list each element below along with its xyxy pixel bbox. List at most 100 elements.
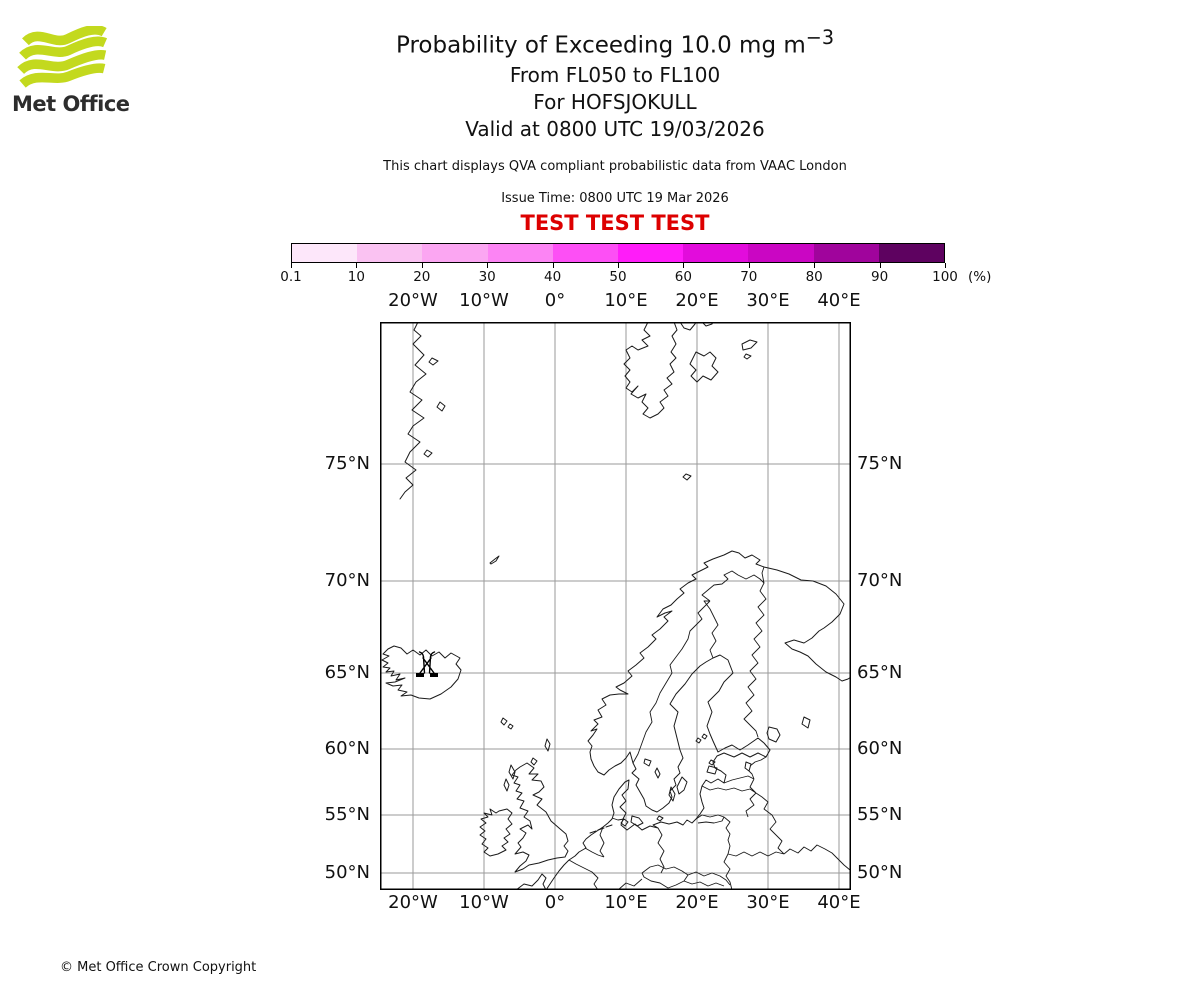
- map-background: [380, 322, 851, 890]
- lon-label-bottom: 30°E: [746, 892, 790, 913]
- colorbar-tick-label: 90: [871, 269, 889, 285]
- coast-baltic: [545, 654, 771, 891]
- lat-label-left: 70°N: [324, 570, 370, 591]
- colorbar-segment: [292, 244, 358, 262]
- lon-label-bottom: 10°E: [604, 892, 648, 913]
- colorbar-tick-label: 40: [544, 269, 562, 285]
- subtitle-flight-levels: From FL050 to FL100: [509, 63, 721, 87]
- colorbar-tick-label: 50: [609, 269, 627, 285]
- border-belarus-ukraine-russia: [723, 792, 851, 891]
- colorbar-ticks: [291, 263, 946, 269]
- qva-compliance-note: This chart displays QVA compliant probab…: [383, 159, 847, 174]
- coast-kong-karls-land: [741, 339, 758, 360]
- lon-label-bottom: 20°E: [675, 892, 719, 913]
- lat-label-left: 55°N: [324, 804, 370, 825]
- lat-label-right: 60°N: [857, 738, 903, 759]
- lon-label-bottom: 40°E: [817, 892, 861, 913]
- coast-iceland: [381, 645, 462, 700]
- lon-label-bottom: 10°W: [459, 892, 509, 913]
- europe-map: [380, 321, 852, 891]
- lat-label-left: 65°N: [324, 662, 370, 683]
- colorbar-tick: [683, 263, 685, 268]
- border-norway-sweden: [632, 600, 711, 764]
- colorbar-tick-label: 30: [478, 269, 496, 285]
- coast-svalbard: [623, 321, 678, 419]
- latitude-labels-right: 75°N 70°N 65°N 60°N 55°N 50°N: [857, 322, 969, 890]
- subtitle-valid-time: Valid at 0800 UTC 19/03/2026: [465, 117, 765, 141]
- test-banner: TEST TEST TEST: [520, 211, 710, 235]
- lon-label-top: 20°E: [675, 290, 719, 311]
- border-western-europe: [568, 817, 625, 891]
- colorbar-tick: [618, 263, 619, 268]
- border-poland-germany-czech: [617, 827, 731, 891]
- probability-colorbar: [291, 243, 945, 263]
- met-office-logo-text: Met Office: [12, 92, 130, 116]
- longitude-labels-top: 20°W 10°W 0° 10°E 20°E 30°E 40°E: [380, 290, 861, 314]
- lon-label-top: 40°E: [817, 290, 861, 311]
- borders-group: [568, 566, 851, 891]
- page-title: Probability of Exceeding 10.0 mg m−3: [230, 26, 1000, 59]
- title-exponent: −3: [805, 26, 835, 49]
- lon-label-top: 20°W: [388, 290, 438, 311]
- colorbar-tick: [356, 263, 358, 268]
- coast-bear-island: [682, 473, 692, 481]
- colorbar-tick-label: 80: [805, 269, 823, 285]
- colorbar-tick-label: 0.1: [280, 269, 302, 285]
- colorbar-segment: [748, 244, 814, 262]
- colorbar-segment: [878, 244, 945, 262]
- lon-label-bottom: 20°W: [388, 892, 438, 913]
- colorbar-tick: [487, 263, 489, 268]
- met-office-logo-icon: [17, 26, 108, 88]
- colorbar-segment: [618, 244, 684, 262]
- title-text: Probability of Exceeding 10.0 mg m: [395, 32, 806, 59]
- lat-label-right: 50°N: [857, 862, 903, 883]
- map-frame: [380, 322, 851, 890]
- lon-label-top: 0°: [544, 290, 566, 311]
- lat-label-right: 75°N: [857, 453, 903, 474]
- lon-label-bottom: 0°: [544, 892, 566, 913]
- colorbar-tick: [421, 263, 423, 268]
- latitude-labels-left: 75°N 70°N 65°N 60°N 55°N 50°N: [258, 322, 370, 890]
- longitude-labels-bottom: 20°W 10°W 0° 10°E 20°E 30°E 40°E: [380, 892, 861, 916]
- colorbar-tick: [945, 263, 946, 268]
- issue-time: Issue Time: 0800 UTC 19 Mar 2026: [501, 191, 729, 206]
- coast-ireland: [479, 808, 513, 857]
- colorbar-segment: [813, 244, 879, 262]
- gridlines-group: [380, 322, 851, 890]
- coast-greenland-islands: [423, 357, 446, 458]
- colorbar-unit-label: (%): [968, 269, 992, 285]
- colorbar-tick-label: 60: [674, 269, 692, 285]
- lon-label-top: 30°E: [746, 290, 790, 311]
- coast-greenland: [399, 321, 427, 500]
- lat-label-right: 55°N: [857, 804, 903, 825]
- colorbar-tick-labels: 0.1 10 20 30 40 50 60 70 80 90 100: [280, 269, 958, 287]
- colorbar-tick-label: 70: [740, 269, 758, 285]
- colorbar-tick-label: 20: [413, 269, 431, 285]
- lat-label-right: 70°N: [857, 570, 903, 591]
- coast-faroes: [500, 717, 514, 730]
- map-area: [380, 321, 852, 891]
- colorbar-tick: [291, 263, 292, 268]
- colorbar-segment: [422, 244, 488, 262]
- lat-label-right: 65°N: [857, 662, 903, 683]
- lat-label-left: 75°N: [324, 453, 370, 474]
- colorbar-tick: [879, 263, 881, 268]
- colorbar-segment: [552, 244, 619, 262]
- coast-jan-mayen: [489, 555, 500, 565]
- coast-great-britain: [511, 762, 569, 873]
- coast-frisian-islands: [589, 824, 613, 834]
- colorbar-tick-label: 100: [932, 269, 958, 285]
- colorbar-tick: [552, 263, 554, 268]
- border-sweden-finland: [703, 600, 719, 659]
- border-baltic-states: [701, 756, 767, 818]
- coast-hebrides: [503, 764, 516, 792]
- lat-label-left: 60°N: [324, 738, 370, 759]
- subtitle-volcano: For HOFSJOKULL: [533, 90, 697, 114]
- coast-edgeoya: [689, 351, 719, 383]
- border-finland-russia: [743, 582, 767, 738]
- coast-france-channel: [515, 873, 547, 891]
- lon-label-top: 10°E: [604, 290, 648, 311]
- border-kaliningrad-poland: [695, 814, 731, 855]
- coast-shetland: [530, 738, 551, 766]
